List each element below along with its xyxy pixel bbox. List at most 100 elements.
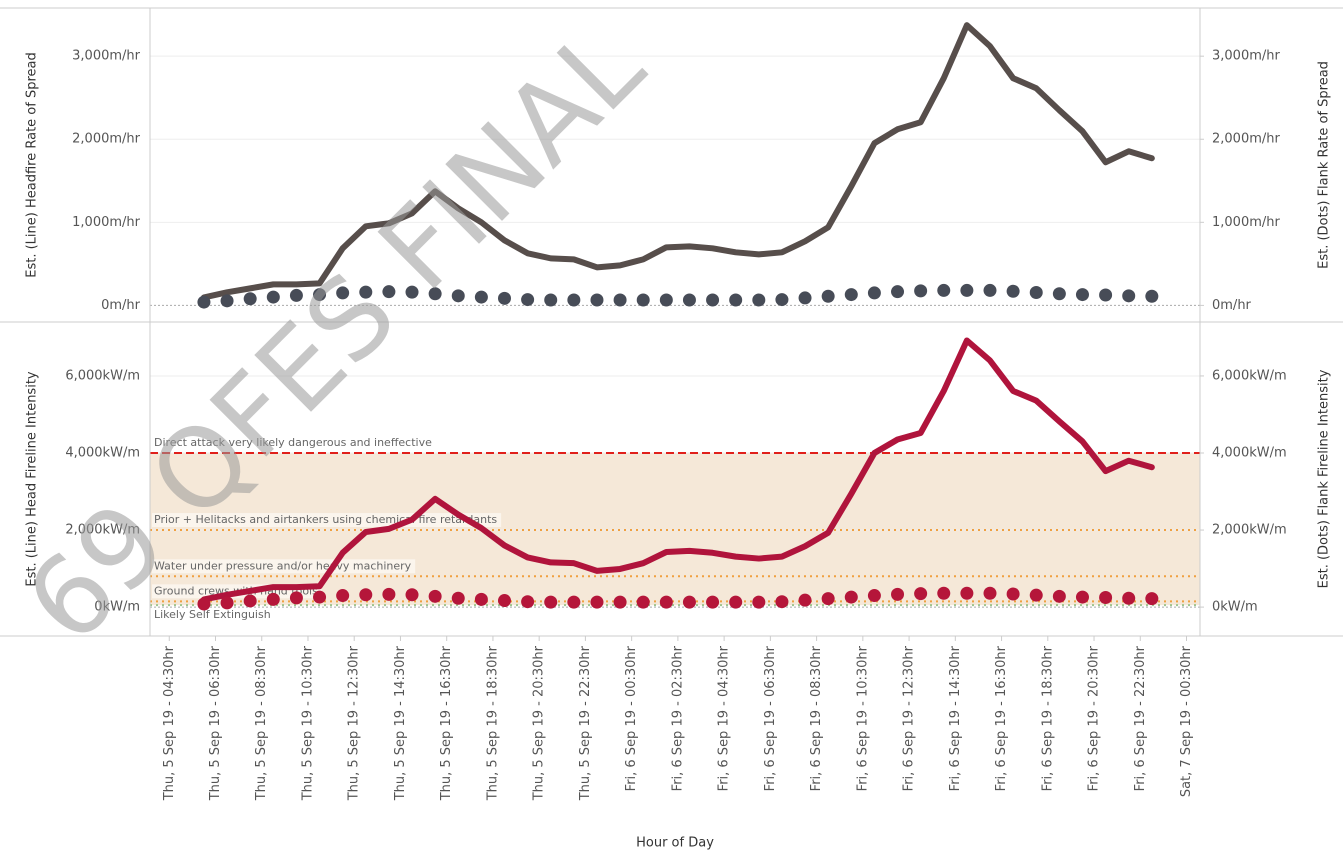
x-tick-label: Thu, 5 Sep 19 - 18:30hr (485, 645, 500, 801)
y-axis-title: Est. (Line) Headfire Rate of Spread (25, 52, 40, 277)
y2-tick-label: 3,000m/hr (1212, 49, 1280, 64)
x-tick-label: Thu, 5 Sep 19 - 20:30hr (532, 645, 547, 801)
series-dot (474, 592, 488, 606)
series-dot (497, 291, 511, 305)
series-dot (497, 594, 511, 608)
series-dot (1006, 587, 1020, 601)
y-tick-label: 0m/hr (101, 298, 141, 313)
x-tick-label: Thu, 5 Sep 19 - 10:30hr (300, 645, 315, 801)
series-dot (1075, 288, 1089, 302)
x-tick-label: Fri, 6 Sep 19 - 14:30hr (948, 645, 963, 791)
series-dot (844, 590, 858, 604)
x-tick-label: Fri, 6 Sep 19 - 00:30hr (624, 645, 639, 791)
x-tick-label: Thu, 5 Sep 19 - 14:30hr (393, 645, 408, 801)
series-dot (382, 587, 396, 601)
series-dot (775, 293, 789, 307)
series-dot (544, 595, 558, 609)
reference-label-bg (152, 559, 416, 574)
y-tick-label: 4,000kW/m (65, 445, 140, 460)
series-dot (821, 289, 835, 303)
series-dot (659, 293, 673, 307)
y-axis-title: Est. (Line) Head Fireline Intensity (25, 371, 40, 587)
series-dot (521, 595, 535, 609)
series-dot (382, 285, 396, 299)
y2-tick-label: 0kW/m (1212, 600, 1258, 615)
series-line (200, 337, 1155, 603)
series-dot (567, 595, 581, 609)
reference-label-bg (152, 435, 436, 450)
series-dot (220, 596, 234, 610)
y2-tick-label: 0m/hr (1212, 298, 1252, 313)
series-dot (474, 290, 488, 304)
series-dot (729, 595, 743, 609)
series-dot (521, 293, 535, 307)
x-tick-label: Fri, 6 Sep 19 - 08:30hr (809, 645, 824, 791)
series-dot (289, 591, 303, 605)
series-dot (729, 293, 743, 307)
series-dot (659, 595, 673, 609)
x-tick-label: Fri, 6 Sep 19 - 22:30hr (1133, 645, 1148, 791)
series-dot (752, 293, 766, 307)
series-dot (1099, 590, 1113, 604)
series-line (200, 22, 1155, 301)
series-dot (359, 285, 373, 299)
series-dot (336, 589, 350, 603)
series-dot (1099, 288, 1113, 302)
y-tick-label: 6,000kW/m (65, 368, 140, 383)
series-dot (1075, 590, 1089, 604)
x-tick-label: Thu, 5 Sep 19 - 08:30hr (254, 645, 269, 801)
series-dot (1029, 286, 1043, 300)
series-dot (844, 288, 858, 302)
series-dot (197, 597, 211, 611)
series-dot (1122, 591, 1136, 605)
series-dot (682, 595, 696, 609)
x-tick-label: Fri, 6 Sep 19 - 04:30hr (717, 645, 732, 791)
series-dot (220, 294, 234, 308)
series-dot (428, 287, 442, 301)
series-dot (451, 289, 465, 303)
series-dot (706, 595, 720, 609)
series-dot (405, 285, 419, 299)
x-tick-label: Fri, 6 Sep 19 - 10:30hr (855, 645, 870, 791)
x-axis-title: Hour of Day (636, 836, 714, 851)
x-tick-label: Thu, 5 Sep 19 - 06:30hr (208, 645, 223, 801)
y-tick-label: 2,000m/hr (72, 132, 140, 147)
reference-label: Water under pressure and/or heavy machin… (154, 559, 412, 572)
series-dot (428, 589, 442, 603)
series-dot (1122, 289, 1136, 303)
series-dot (1006, 284, 1020, 298)
y-tick-label: 1,000m/hr (72, 215, 140, 230)
x-tick-label: Fri, 6 Sep 19 - 20:30hr (1087, 645, 1102, 791)
series-dot (706, 293, 720, 307)
series-dot (197, 295, 211, 309)
x-tick-label: Fri, 6 Sep 19 - 12:30hr (902, 645, 917, 791)
series-dot (1145, 592, 1159, 606)
series-dot (590, 293, 604, 307)
series-dot (243, 292, 257, 306)
series-dot (798, 593, 812, 607)
series-dot (1052, 589, 1066, 603)
y2-axis-title: Est. (Dots) Flank Fireline Intensity (1317, 369, 1332, 588)
y-tick-label: 0kW/m (94, 600, 140, 615)
series-dot (682, 293, 696, 307)
series-dot (937, 283, 951, 297)
x-tick-label: Sat, 7 Sep 19 - 00:30hr (1179, 645, 1194, 797)
y-tick-label: 2,000kW/m (65, 523, 140, 538)
x-tick-label: Fri, 6 Sep 19 - 02:30hr (670, 645, 685, 791)
series-dot (914, 284, 928, 298)
series-dot (590, 595, 604, 609)
series-dot (1052, 287, 1066, 301)
reference-label: Likely Self Extinguish (154, 608, 271, 621)
y2-tick-label: 2,000kW/m (1212, 523, 1287, 538)
series-dot (243, 594, 257, 608)
series-dot (867, 589, 881, 603)
series-dot (960, 586, 974, 600)
series-dot (752, 595, 766, 609)
series-dot (937, 586, 951, 600)
series-dot (336, 286, 350, 300)
series-dot (289, 288, 303, 302)
series-dot (891, 285, 905, 299)
series-dot (798, 291, 812, 305)
series-dot (313, 590, 327, 604)
reference-label-bg (152, 608, 275, 623)
